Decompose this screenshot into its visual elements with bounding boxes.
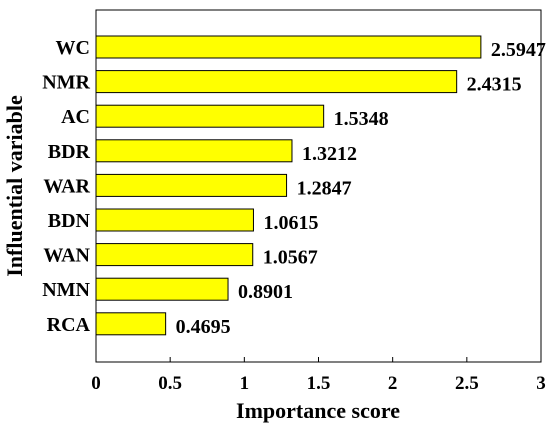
- x-tick-label: 0: [91, 373, 101, 394]
- category-label-nmn: NMN: [42, 279, 90, 301]
- x-tick-label: 0.5: [158, 373, 182, 394]
- data-label-nmr: 2.4315: [467, 74, 522, 96]
- category-label-bdn: BDN: [48, 210, 91, 232]
- x-tick-label: 2: [388, 373, 398, 394]
- category-label-rca: RCA: [47, 314, 91, 336]
- y-axis-title: Influential variable: [2, 95, 27, 277]
- bar-wan: [95, 243, 254, 267]
- category-label-wc: WC: [56, 37, 90, 59]
- data-label-nmn: 0.8901: [238, 281, 293, 303]
- category-label-ac: AC: [61, 106, 90, 128]
- data-label-rca: 0.4695: [176, 316, 231, 338]
- x-tick-label: 1: [240, 373, 250, 394]
- bar-ac: [95, 104, 325, 128]
- category-labels: WC NMR AC BDR WAR BDN WAN NMN RCA: [42, 37, 90, 336]
- data-label-war: 1.2847: [297, 177, 352, 199]
- bar-wc: [95, 35, 482, 59]
- x-tick-label: 2.5: [455, 373, 479, 394]
- data-label-bdr: 1.3212: [302, 143, 357, 165]
- data-label-wan: 1.0567: [263, 247, 318, 269]
- bar-rca: [95, 312, 167, 336]
- data-label-ac: 1.5348: [334, 108, 389, 130]
- x-ticks: 0 0.5 1 1.5 2 2.5 3: [91, 357, 546, 394]
- bar-bdn: [95, 208, 254, 232]
- value-labels: 2.5947 2.4315 1.5348 1.3212 1.2847 1.0615 1.05…: [176, 39, 546, 338]
- category-label-nmr: NMR: [42, 72, 90, 94]
- x-axis-title: Importance score: [236, 398, 400, 423]
- category-label-war: WAR: [43, 175, 90, 197]
- category-label-wan: WAN: [43, 245, 90, 267]
- x-tick-label: 1.5: [307, 373, 331, 394]
- data-label-bdn: 1.0615: [263, 212, 318, 234]
- bar-nmn: [95, 277, 229, 301]
- bar-bdr: [95, 139, 293, 163]
- category-label-bdr: BDR: [48, 141, 91, 163]
- x-tick-label: 3: [536, 373, 546, 394]
- bar-nmr: [95, 70, 458, 94]
- bar-war: [95, 173, 288, 197]
- data-label-wc: 2.5947: [491, 39, 546, 61]
- plot-frame: [95, 9, 542, 363]
